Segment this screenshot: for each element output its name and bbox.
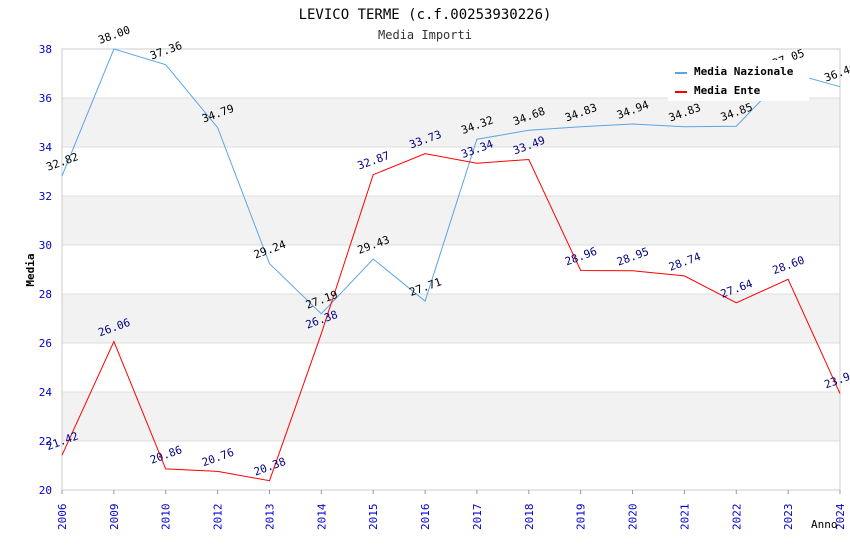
x-tick-label-2014: 2014 (315, 503, 328, 530)
x-tick-label-2016: 2016 (419, 504, 432, 531)
x-tick-label-2015: 2015 (367, 504, 380, 531)
y-tick-label-36: 36 (39, 92, 52, 105)
y-tick-label-22: 22 (39, 435, 52, 448)
chart-subtitle: Media Importi (378, 28, 472, 42)
band-26-28 (62, 294, 840, 343)
x-tick-label-2006: 2006 (56, 504, 69, 531)
y-tick-label-26: 26 (39, 337, 52, 350)
legend-label-media-ente: Media Ente (694, 84, 761, 97)
x-tick-label-2010: 2010 (160, 504, 173, 531)
x-axis-label: Anno (811, 518, 838, 531)
band-32-34 (62, 147, 840, 196)
data-label-media-nazionale-2009: 38.00 (96, 23, 132, 47)
band-28-30 (62, 245, 840, 294)
y-tick-label-30: 30 (39, 239, 52, 252)
x-tick-label-2013: 2013 (263, 504, 276, 531)
x-tick-label-2023: 2023 (782, 504, 795, 531)
x-tick-label-2018: 2018 (523, 504, 536, 531)
chart-title: LEVICO TERME (c.f.00253930226) (299, 7, 552, 23)
y-tick-label-20: 20 (39, 484, 52, 497)
grid-lines (61, 48, 841, 491)
band-24-26 (62, 343, 840, 392)
y-tick-label-34: 34 (39, 141, 53, 154)
band-22-24 (62, 392, 840, 441)
x-tick-label-2019: 2019 (575, 504, 588, 531)
y-tick-label-38: 38 (39, 43, 52, 56)
y-tick-label-24: 24 (39, 386, 53, 399)
x-tick-label-2020: 2020 (627, 504, 640, 531)
legend-label-media-nazionale: Media Nazionale (694, 65, 794, 78)
band-20-22 (62, 441, 840, 490)
y-tick-label-28: 28 (39, 288, 52, 301)
series-line-media-nazionale (61, 48, 841, 315)
plot-background-bands (62, 49, 840, 490)
legend: Media Nazionale Media Ente (668, 60, 809, 101)
x-tick-label-2022: 2022 (730, 504, 743, 531)
x-axis-ticks: 2006 2009 2010 2012 2013 2014 2015 2016 2017 2018… (56, 490, 847, 530)
x-tick-label-2017: 2017 (471, 504, 484, 531)
x-tick-label-2024: 2024 (834, 503, 847, 530)
x-tick-label-2009: 2009 (108, 504, 121, 531)
plot-frame (61, 48, 841, 491)
band-34-36 (62, 98, 840, 147)
y-axis-label: Media (24, 253, 37, 286)
legend-background (668, 60, 809, 101)
series-lines (61, 48, 841, 482)
x-tick-label-2012: 2012 (212, 504, 225, 531)
y-tick-label-32: 32 (39, 190, 52, 203)
series-line-media-ente (61, 153, 841, 482)
x-tick-label-2021: 2021 (678, 504, 691, 531)
y-axis-ticks: 20 22 24 26 28 30 32 34 36 38 (39, 43, 53, 497)
